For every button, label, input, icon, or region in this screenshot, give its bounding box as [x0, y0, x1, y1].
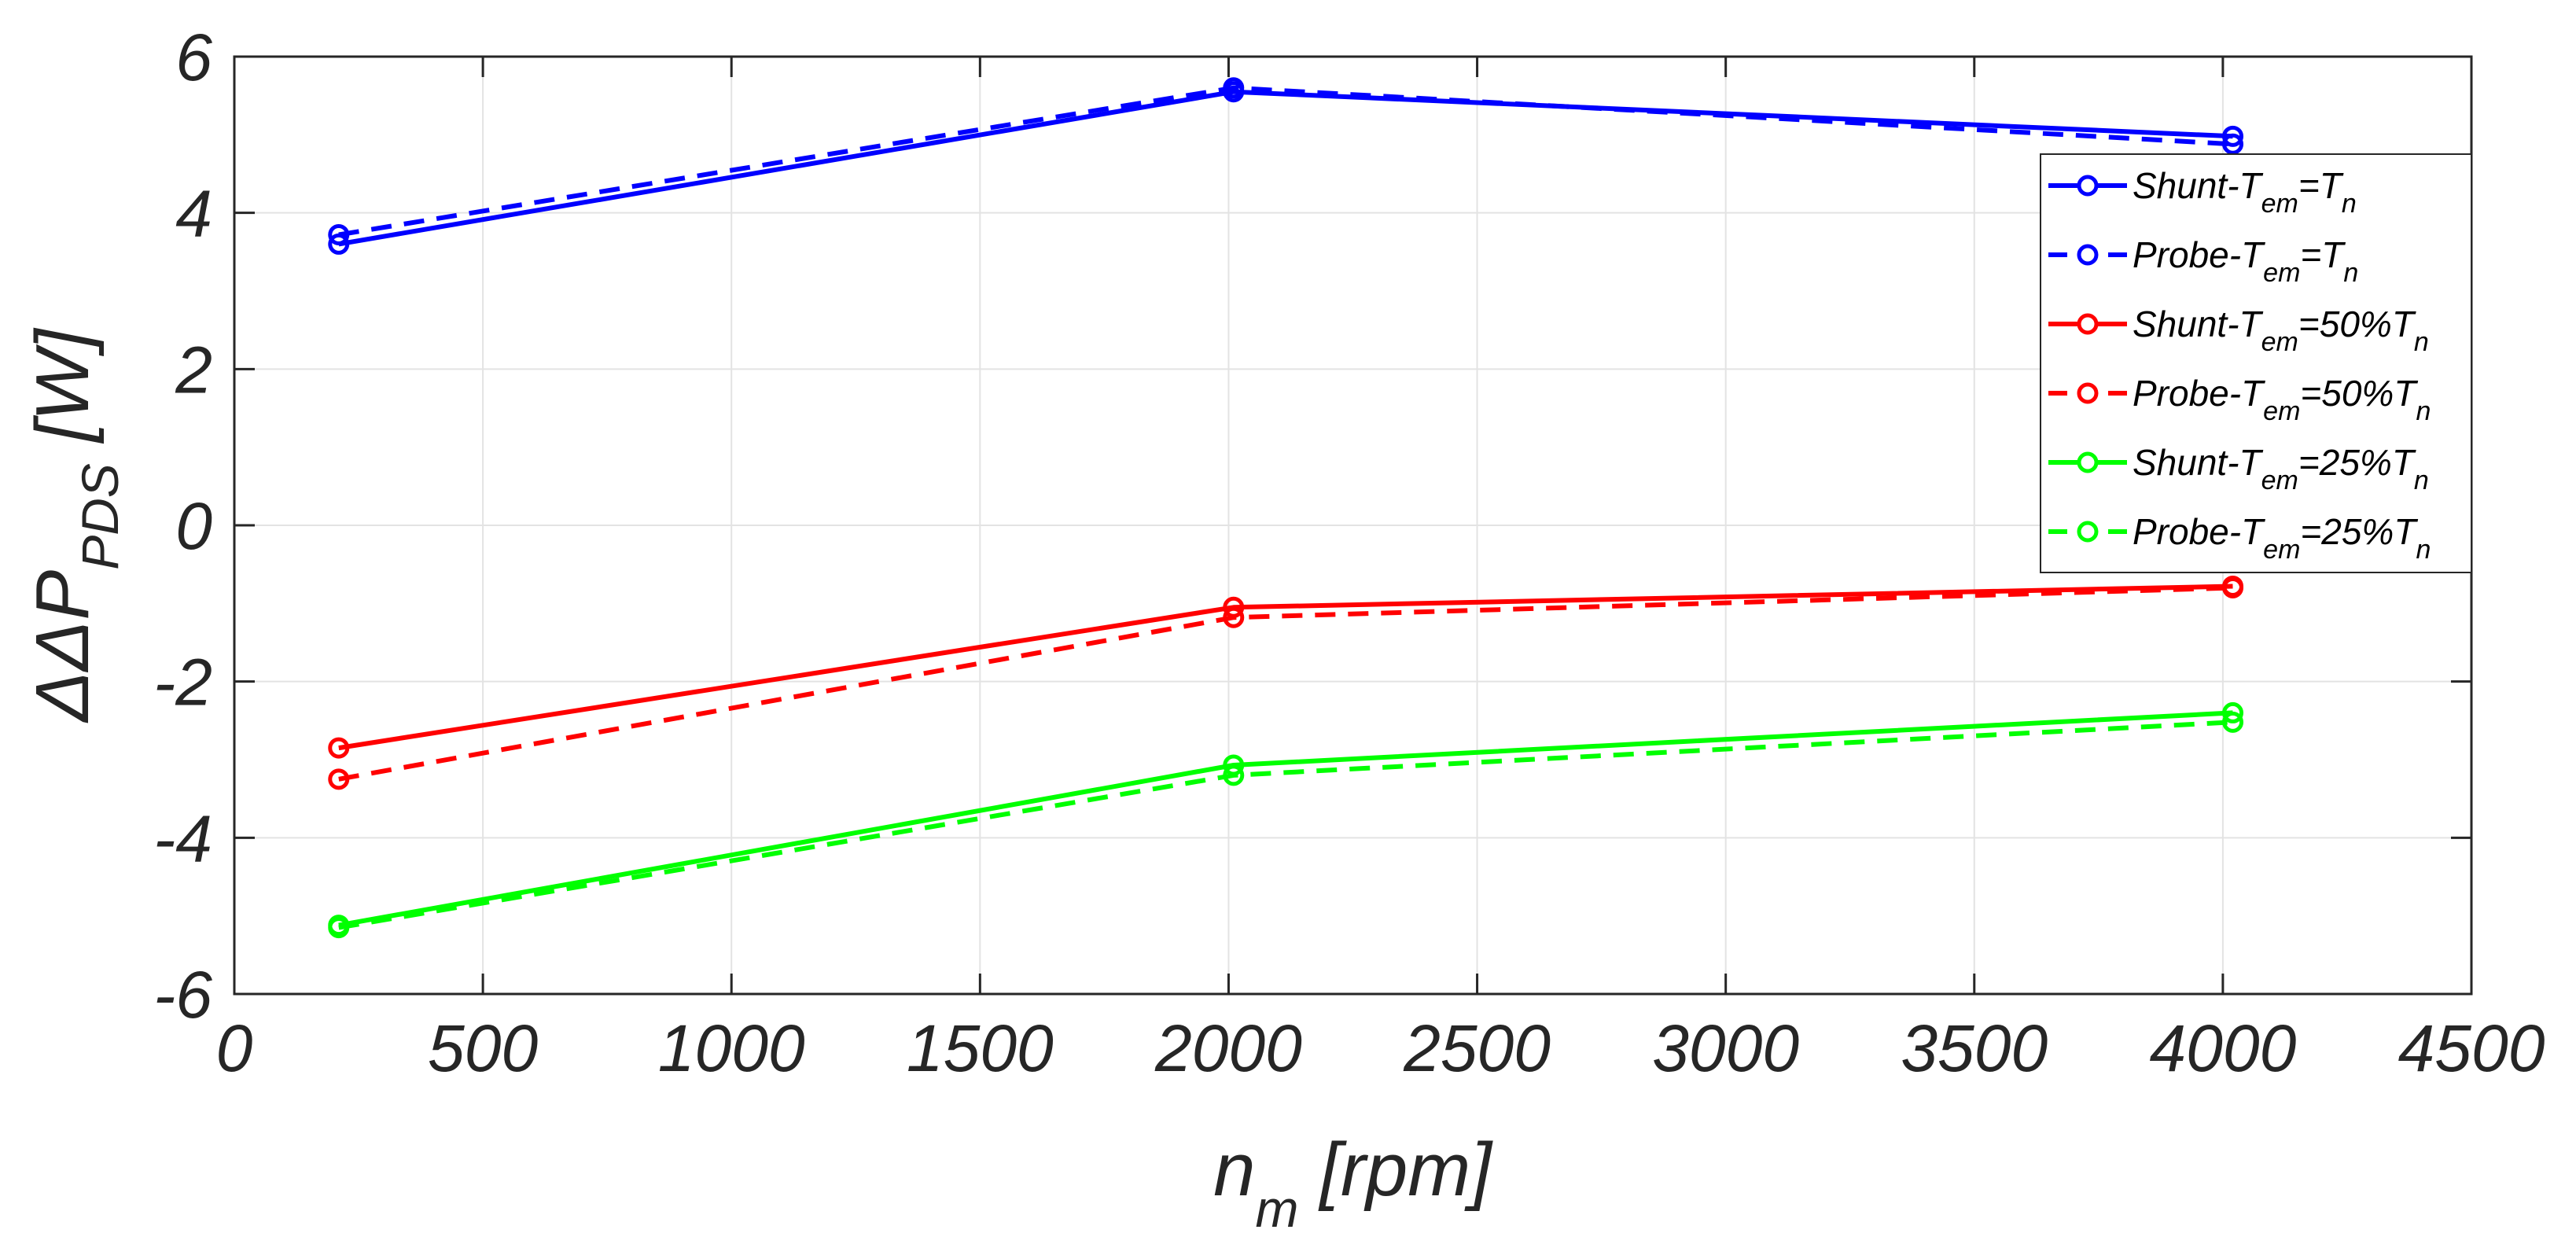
legend-marker — [2077, 451, 2099, 473]
x-tick-label: 1500 — [907, 1011, 1054, 1085]
series-Probe-Tem=25%Tn — [328, 711, 2244, 939]
series-Probe-Tem=Tn — [328, 77, 2244, 245]
x-tick-label: 500 — [428, 1011, 538, 1085]
y-tick-label: -4 — [153, 801, 212, 875]
series-Probe-Tem=50%Tn — [328, 576, 2244, 790]
legend-label: Shunt-Tem=Tn — [2133, 165, 2357, 219]
data-point — [328, 917, 350, 939]
series-line — [338, 720, 2233, 930]
series-layer — [328, 77, 2244, 939]
x-tick-label: 3000 — [1652, 1011, 1799, 1085]
y-tick-label: 2 — [175, 333, 212, 407]
data-point — [2222, 576, 2244, 598]
series-line — [338, 85, 2233, 237]
legend-label: Probe-Tem=50%Tn — [2133, 373, 2431, 426]
data-point — [328, 233, 350, 255]
x-tick-label: 3500 — [1901, 1011, 2048, 1085]
y-tick-label: -6 — [153, 958, 212, 1032]
y-tick-label: 0 — [175, 489, 212, 563]
data-point — [1223, 764, 1245, 786]
legend-entry: Probe-Tem=50%Tn — [2048, 373, 2431, 426]
data-point — [2222, 125, 2244, 147]
x-tick-label: 1000 — [658, 1011, 805, 1085]
data-point — [328, 768, 350, 790]
legend-entry: Probe-Tem=Tn — [2048, 234, 2358, 288]
tick-labels: 0 500 1000 1500 2000 2500 3000 3500 4000 4500 -6 -4… — [153, 20, 2545, 1085]
legend-label: Shunt-Tem=50%Tn — [2133, 304, 2429, 357]
legend-marker — [2077, 382, 2099, 404]
legend: Shunt-Tem=Tn Probe-Tem=Tn Shunt-Tem=50%Tn P… — [2040, 153, 2472, 573]
y-tick-label: 6 — [175, 20, 212, 94]
legend-marker — [2077, 313, 2099, 335]
y-axis-label: ΔΔPPDS [W] — [20, 327, 129, 723]
legend-label: Probe-Tem=Tn — [2133, 234, 2358, 288]
data-point — [2222, 133, 2244, 155]
legend-entry: Probe-Tem=25%Tn — [2048, 511, 2431, 565]
x-tick-label: 4500 — [2398, 1011, 2545, 1085]
x-tick-label: 0 — [216, 1011, 253, 1085]
legend-entry: Shunt-Tem=25%Tn — [2048, 442, 2429, 495]
legend-entry: Shunt-Tem=Tn — [2048, 165, 2357, 219]
axis-ticks — [233, 55, 2473, 996]
series-line — [338, 89, 2233, 247]
legend-marker — [2077, 175, 2099, 197]
data-point — [1223, 77, 1245, 99]
data-point — [2222, 711, 2244, 733]
x-axis-label: nm [rpm] — [1213, 1128, 1493, 1238]
legend-label: Shunt-Tem=25%Tn — [2133, 442, 2429, 495]
y-tick-label: -2 — [153, 646, 212, 720]
legend-marker — [2077, 244, 2099, 266]
legend-entry: Shunt-Tem=50%Tn — [2048, 304, 2429, 357]
y-tick-label: 4 — [175, 177, 212, 251]
x-tick-label: 4000 — [2149, 1011, 2296, 1085]
series-line — [338, 585, 2233, 782]
x-tick-label: 2000 — [1154, 1011, 1302, 1085]
data-point — [328, 223, 350, 245]
legend-label: Probe-Tem=25%Tn — [2133, 511, 2431, 565]
data-point — [328, 737, 350, 759]
legend-marker — [2077, 521, 2099, 543]
x-tick-label: 2500 — [1403, 1011, 1551, 1085]
series-Shunt-Tem=Tn — [328, 81, 2244, 255]
legend-box — [2040, 153, 2472, 573]
data-point — [1223, 606, 1245, 628]
data-point — [2222, 701, 2244, 723]
